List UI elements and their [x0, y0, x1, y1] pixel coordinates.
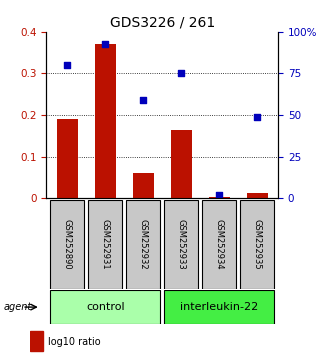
Point	[255, 114, 260, 120]
Point	[178, 71, 184, 76]
Bar	[57, 119, 78, 198]
Text: GSM252932: GSM252932	[139, 219, 148, 270]
Point	[103, 41, 108, 46]
Text: GSM252890: GSM252890	[63, 219, 72, 270]
Bar	[95, 44, 116, 198]
Text: GSM252931: GSM252931	[101, 219, 110, 270]
Bar	[171, 130, 192, 198]
Bar	[202, 200, 236, 289]
Bar	[30, 331, 43, 351]
Bar	[50, 200, 84, 289]
Text: log10 ratio: log10 ratio	[48, 337, 101, 347]
Text: GSM252935: GSM252935	[253, 219, 261, 270]
Bar	[88, 200, 122, 289]
Bar	[164, 200, 198, 289]
Bar	[126, 200, 160, 289]
Text: control: control	[86, 302, 124, 312]
Bar	[164, 290, 274, 324]
Point	[65, 62, 70, 68]
Text: GSM252933: GSM252933	[177, 219, 186, 270]
Text: agent: agent	[3, 302, 31, 312]
Point	[141, 97, 146, 103]
Bar	[247, 193, 267, 198]
Point	[216, 192, 222, 198]
Text: interleukin-22: interleukin-22	[180, 302, 258, 312]
Bar	[240, 200, 274, 289]
Bar	[50, 290, 160, 324]
Text: GSM252934: GSM252934	[215, 219, 224, 270]
Bar	[133, 173, 154, 198]
Title: GDS3226 / 261: GDS3226 / 261	[110, 15, 215, 29]
